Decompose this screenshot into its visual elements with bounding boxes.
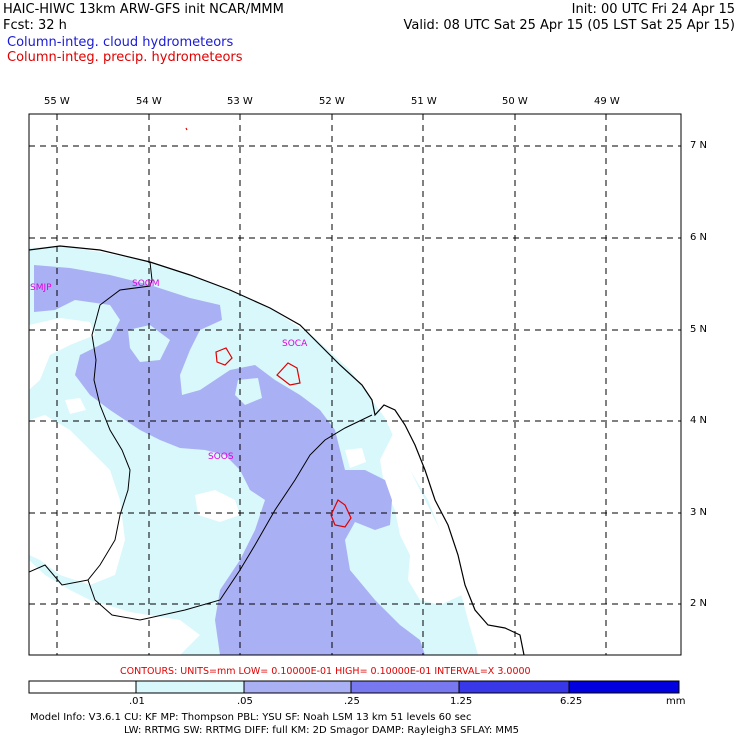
colorbar [28, 680, 680, 694]
forecast-hour: Fcst: 32 h [3, 18, 67, 33]
colorbar-tick: .05 [237, 696, 253, 707]
legend-precip: Column-integ. precip. hydrometeors [7, 50, 243, 65]
lon-label: 49 W [594, 96, 620, 107]
lon-label: 50 W [502, 96, 528, 107]
coastline [29, 245, 525, 655]
station-label: SOCA [282, 339, 308, 349]
border-south [29, 564, 89, 586]
colorbar-tick: .01 [129, 696, 145, 707]
clear-area [29, 318, 95, 390]
init-time: Init: 00 UTC Fri 24 Apr 15 [571, 2, 735, 17]
clear-area [29, 560, 200, 655]
lat-label: 3 N [690, 507, 708, 518]
valid-time: Valid: 08 UTC Sat 25 Apr 15 (05 LST Sat … [403, 18, 735, 33]
border-suriname-guiana [87, 261, 373, 621]
colorbar-units: mm [666, 696, 686, 707]
legend-cloud: Column-integ. cloud hydrometeors [7, 35, 234, 50]
colorbar-tick: 1.25 [450, 696, 473, 707]
station-label: SMJP [30, 283, 52, 293]
station-label: SOGM [132, 279, 160, 289]
station-label: SOOS [208, 452, 234, 462]
map-frame [28, 113, 682, 656]
lon-label: 51 W [411, 96, 437, 107]
clear-area [29, 415, 125, 585]
lon-label: 55 W [44, 96, 70, 107]
clear-area [128, 325, 170, 362]
precip-contours [185, 127, 352, 528]
grid-lines [29, 114, 681, 655]
lat-label: 2 N [690, 598, 708, 609]
clear-area [235, 378, 262, 405]
clear-area [195, 490, 240, 522]
model-info-line1: Model Info: V3.6.1 CU: KF MP: Thompson P… [30, 712, 472, 723]
lon-label: 54 W [136, 96, 162, 107]
lon-label: 53 W [227, 96, 253, 107]
model-info-line2: LW: RRTMG SW: RRTMG DIFF: full KM: 2D Sm… [124, 725, 520, 736]
lon-label: 52 W [319, 96, 345, 107]
lat-label: 4 N [690, 415, 708, 426]
lat-label: 5 N [690, 324, 708, 335]
contours-info: CONTOURS: UNITS=mm LOW= 0.10000E-01 HIGH… [120, 666, 531, 677]
clear-area [345, 448, 366, 468]
lat-label: 7 N [690, 140, 708, 151]
colorbar-tick: .25 [344, 696, 360, 707]
colorbar-tick: 6.25 [560, 696, 583, 707]
plot-title: HAIC-HIWC 13km ARW-GFS init NCAR/MMM [3, 2, 284, 17]
clear-area [65, 398, 86, 414]
cloud-field-medium [34, 265, 425, 655]
clear-area [380, 430, 462, 605]
lat-label: 6 N [690, 232, 708, 243]
